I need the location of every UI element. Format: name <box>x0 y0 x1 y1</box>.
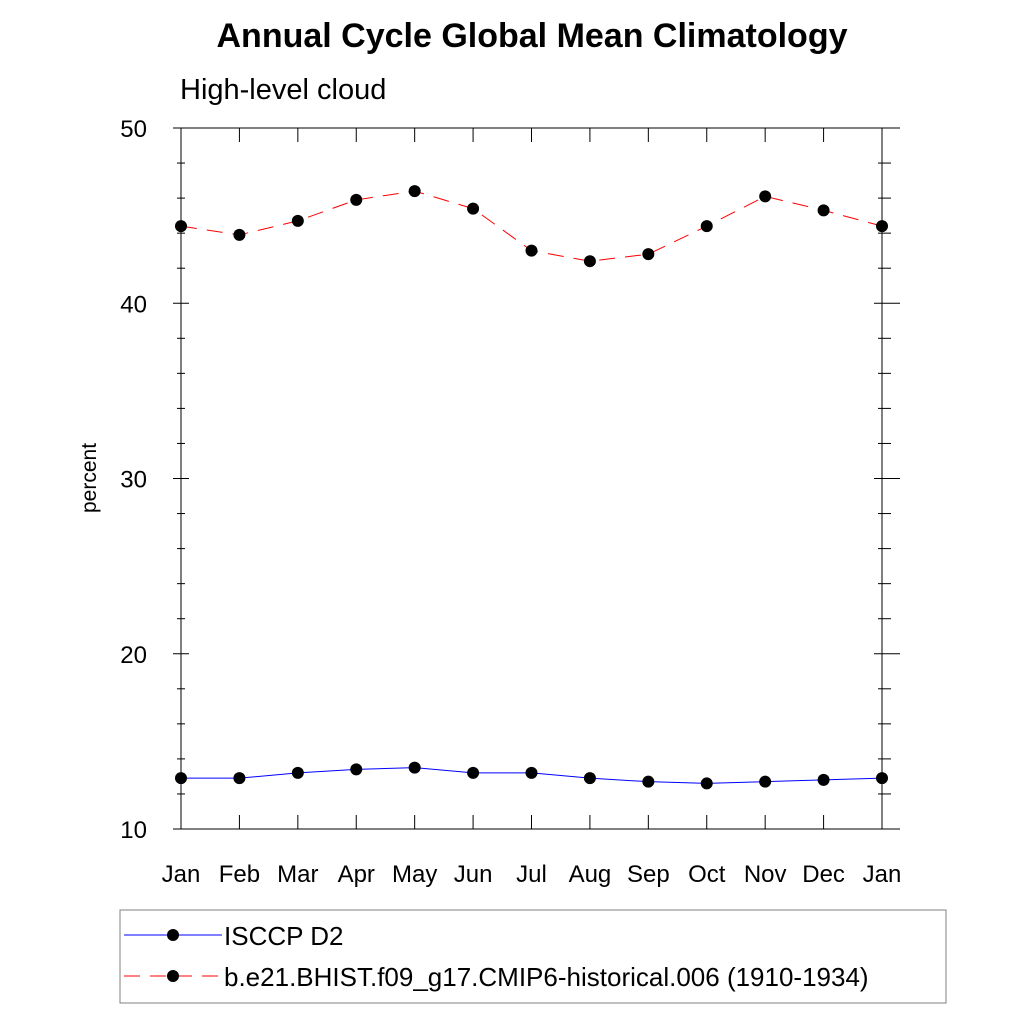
data-point <box>350 193 363 206</box>
legend: ISCCP D2 b.e21.BHIST.f09_g17.CMIP6-histor… <box>119 909 947 1004</box>
x-tick-label: Nov <box>744 861 787 888</box>
data-point <box>759 775 772 788</box>
x-tick-label: Mar <box>277 861 318 888</box>
data-point <box>291 766 304 779</box>
y-tick-label: 40 <box>120 291 147 318</box>
data-point <box>876 220 888 233</box>
x-tick-label: Jun <box>454 861 493 888</box>
data-point <box>700 777 713 790</box>
x-tick-label: Jul <box>516 861 547 888</box>
data-point <box>583 255 596 268</box>
y-tick-label: 20 <box>120 642 147 669</box>
x-tick-label: Jan <box>162 861 201 888</box>
data-point <box>700 220 713 233</box>
y-tick-label: 50 <box>120 116 147 143</box>
x-tick-label: Jan <box>863 861 902 888</box>
data-point <box>175 772 187 785</box>
data-point <box>525 766 538 779</box>
data-point <box>583 772 596 785</box>
data-point <box>408 185 421 198</box>
data-point <box>350 763 363 776</box>
legend-marker <box>167 929 179 941</box>
data-point <box>467 766 480 779</box>
data-point <box>233 772 246 785</box>
x-tick-label: Apr <box>338 861 375 888</box>
x-tick-label: Sep <box>627 861 670 888</box>
y-tick-label: 30 <box>120 467 147 494</box>
x-tick-label: Oct <box>688 861 726 888</box>
legend-label: b.e21.BHIST.f09_g17.CMIP6-historical.006… <box>224 962 869 992</box>
series-1 <box>175 761 888 790</box>
legend-marker <box>167 970 179 982</box>
data-point <box>642 775 655 788</box>
series-2 <box>175 185 888 268</box>
legend-entry-1: ISCCP D2 <box>124 921 343 951</box>
y-tick-label: 10 <box>120 817 147 844</box>
data-point <box>408 761 421 774</box>
data-point <box>642 248 655 261</box>
y-tick-labels: 10 20 30 40 50 <box>120 116 147 844</box>
legend-box <box>119 909 947 1004</box>
data-point <box>291 214 304 227</box>
chart-title: Annual Cycle Global Mean Climatology <box>217 17 848 55</box>
data-point <box>876 772 888 785</box>
series-group <box>175 185 888 790</box>
data-point <box>233 228 246 241</box>
data-point <box>175 220 187 233</box>
data-point <box>817 204 830 217</box>
data-point <box>759 190 772 203</box>
axis-ticks <box>173 127 900 830</box>
x-tick-labels: Jan Feb Mar Apr May Jun Jul Aug Sep Oct Nov Dec Jan <box>162 861 902 888</box>
data-point <box>817 773 830 786</box>
data-point <box>525 244 538 257</box>
chart-subtitle: High-level cloud <box>180 74 386 106</box>
legend-entries: ISCCP D2 b.e21.BHIST.f09_g17.CMIP6-histor… <box>124 921 869 992</box>
data-point <box>467 202 480 215</box>
x-tick-label: May <box>392 861 437 888</box>
x-tick-label: Dec <box>802 861 845 888</box>
y-axis-label: percent <box>78 443 101 513</box>
x-tick-label: Aug <box>569 861 612 888</box>
legend-entry-2: b.e21.BHIST.f09_g17.CMIP6-historical.006… <box>124 962 869 992</box>
plot-frame <box>180 127 883 830</box>
legend-label: ISCCP D2 <box>224 921 343 951</box>
x-tick-label: Feb <box>219 861 260 888</box>
